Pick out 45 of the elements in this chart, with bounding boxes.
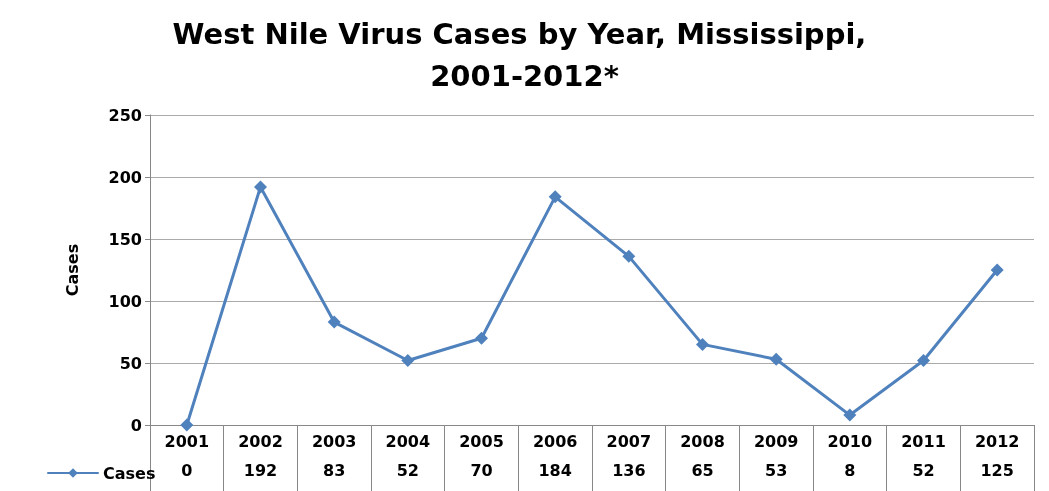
x-tick-label: 2006 (532, 431, 578, 451)
point (622, 249, 636, 263)
x-tick-label: 2008 (680, 431, 725, 451)
x-tick-label: 2005 (459, 431, 504, 451)
x-tick-label: 2007 (606, 431, 652, 451)
data-label: 136 (612, 460, 646, 480)
point (254, 180, 267, 194)
x-tick-label: 2010 (827, 431, 873, 451)
point (769, 352, 783, 366)
x-tick-label: 2002 (238, 431, 283, 451)
point (696, 337, 709, 351)
legend-label: Cases (103, 463, 156, 483)
point (917, 354, 930, 368)
point (548, 190, 562, 204)
y-tick-label: 0 (130, 415, 142, 435)
y-tick-label: 100 (108, 291, 142, 311)
point (843, 408, 857, 422)
point (180, 418, 194, 432)
y-axis-title: Cases (62, 243, 82, 297)
chart-title: West Nile Virus Cases by Year, Mississippi, 2001-2012* (172, 17, 877, 93)
point (327, 315, 341, 329)
data-label: 0 (181, 460, 193, 480)
x-tick-label: 2003 (311, 431, 357, 451)
data-label: 83 (323, 460, 346, 480)
data-label: 53 (765, 460, 788, 480)
y-tick-label: 50 (119, 353, 142, 373)
y-tick-label: 250 (108, 105, 142, 125)
data-label: 192 (243, 460, 278, 480)
data-label: 65 (691, 460, 714, 480)
point (990, 263, 1004, 277)
data-label: 8 (844, 460, 856, 480)
y-tick-label: 150 (108, 229, 142, 249)
data-label: 70 (470, 460, 493, 480)
x-tick-label: 2011 (901, 431, 946, 451)
y-tick-label: 200 (108, 167, 142, 187)
point (401, 354, 415, 368)
data-label: 184 (538, 460, 572, 480)
data-label: 125 (980, 460, 1014, 480)
x-tick-label: 2001 (164, 431, 210, 451)
point (475, 331, 488, 345)
data-label: 52 (912, 460, 935, 480)
x-tick-label: 2012 (974, 431, 1020, 451)
data-label: 52 (396, 460, 419, 480)
x-tick-label: 2009 (753, 431, 799, 451)
x-tick-label: 2004 (385, 431, 431, 451)
